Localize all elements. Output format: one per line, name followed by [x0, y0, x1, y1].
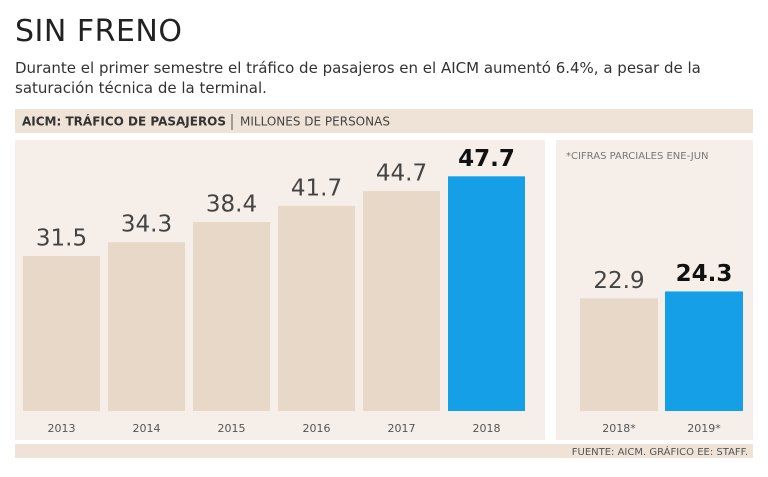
value-label: 38.4	[206, 192, 257, 218]
bar	[665, 291, 743, 411]
x-tick-label: 2016	[303, 422, 331, 435]
x-tick-label: 2017	[388, 422, 416, 435]
chart-title: AICM: TRÁFICO DE PASAJEROS	[22, 114, 226, 129]
header-band	[15, 109, 753, 133]
title: SIN FRENO	[15, 14, 183, 49]
value-label: 34.3	[121, 212, 172, 238]
units: MILLONES DE PERSONAS	[240, 115, 390, 129]
x-tick-label: 2019*	[687, 422, 721, 435]
note: *CIFRAS PARCIALES ENE-JUN	[566, 151, 709, 162]
footer-band	[15, 444, 753, 458]
bar	[108, 242, 185, 411]
value-label: 24.3	[676, 261, 733, 287]
value-label: 22.9	[593, 268, 644, 294]
source: FUENTE: AICM. GRÁFICO EE: STAFF.	[572, 445, 748, 458]
x-tick-label: 2015	[218, 422, 246, 435]
bar	[23, 256, 100, 411]
x-tick-label: 2018*	[602, 422, 636, 435]
bar	[193, 222, 270, 411]
x-tick-label: 2014	[133, 422, 161, 435]
bar	[580, 298, 658, 411]
subtitle: Durante el primer semestre el tráfico de…	[15, 59, 701, 97]
value-label: 47.7	[458, 146, 515, 172]
bar	[363, 191, 440, 411]
bar	[278, 205, 355, 411]
x-tick-label: 2013	[48, 422, 76, 435]
value-label: 44.7	[376, 161, 427, 187]
x-tick-label: 2018	[473, 422, 501, 435]
value-label: 41.7	[291, 175, 342, 201]
bar	[448, 176, 525, 411]
value-label: 31.5	[36, 226, 87, 252]
